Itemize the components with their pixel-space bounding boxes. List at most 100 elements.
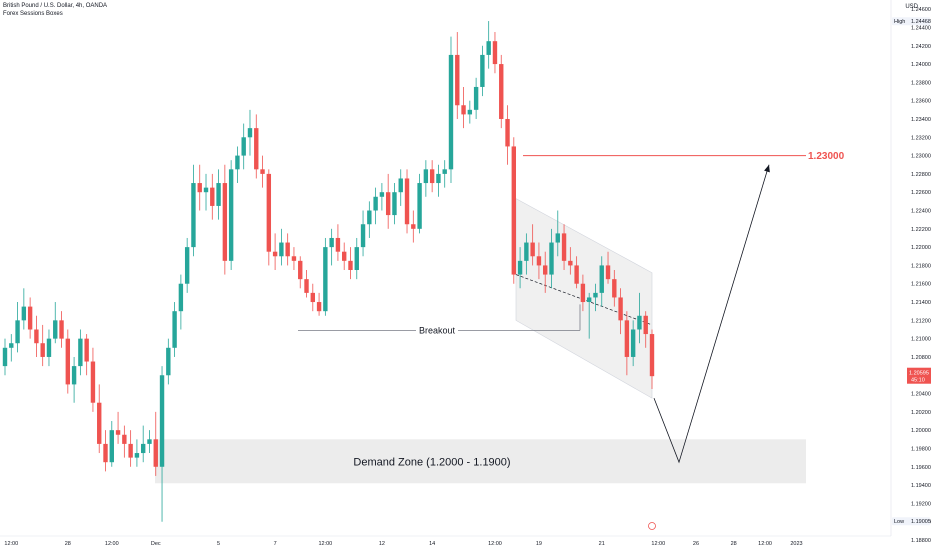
candle-body — [530, 242, 535, 257]
candle-body — [461, 105, 466, 115]
candle-body — [254, 128, 259, 170]
high-value: 1.24468 — [911, 19, 931, 25]
candle-body — [291, 256, 297, 261]
candle-body — [115, 430, 121, 435]
candle-body — [21, 306, 27, 321]
current-price-value: 1.20595 — [909, 371, 929, 377]
x-tick-label: 28 — [65, 541, 71, 547]
y-tick-label: 1.21200 — [911, 318, 931, 324]
candle-body — [417, 183, 422, 229]
y-tick-label: 1.19200 — [911, 501, 931, 507]
x-tick-label: 12:00 — [651, 541, 665, 547]
x-tick-label: 14 — [429, 541, 435, 547]
arrow-head-icon — [764, 164, 770, 173]
candle-body — [228, 169, 234, 261]
demand-zone-box[interactable] — [155, 439, 806, 484]
x-tick-label: Dec — [151, 541, 161, 547]
y-tick-label: 1.21000 — [911, 337, 931, 343]
x-tick-label: 12 — [379, 541, 385, 547]
candle-body — [166, 347, 171, 376]
x-tick-label: 12:00 — [758, 541, 772, 547]
y-tick-label: 1.21800 — [911, 263, 931, 269]
candle-body — [172, 311, 177, 348]
y-tick-label: 1.20400 — [911, 392, 931, 398]
candle-body — [191, 183, 196, 248]
candle-body — [90, 361, 96, 403]
high-label: High — [894, 19, 905, 25]
y-tick-label: 1.23000 — [911, 154, 931, 160]
candle-body — [109, 430, 114, 463]
y-tick-label: 1.23400 — [911, 117, 931, 123]
y-tick-label: 1.22000 — [911, 245, 931, 251]
candle-body — [9, 343, 14, 348]
candle-body — [637, 315, 642, 330]
candle-body — [505, 118, 510, 147]
candle-body — [593, 292, 598, 298]
candle-body — [2, 347, 8, 367]
candle-body — [298, 260, 303, 280]
candle-body — [649, 334, 655, 377]
candle-body — [561, 233, 567, 261]
candle-body — [134, 453, 140, 458]
candle-body — [65, 338, 71, 385]
y-tick-label: 1.21400 — [911, 300, 931, 306]
y-tick-label: 1.19800 — [911, 446, 931, 452]
symbol-title[interactable]: British Pound / U.S. Dollar, 4h, OANDA — [3, 3, 108, 9]
y-tick-label: 1.22800 — [911, 172, 931, 178]
price-axis[interactable]: 1.24600 1.24400 1.24200 1.24000 1.23800 1.236… — [890, 0, 931, 544]
candle-body — [78, 338, 83, 367]
candle-body — [46, 338, 52, 357]
candle-body — [555, 233, 560, 243]
candle-body — [304, 279, 309, 293]
candle-body — [216, 183, 221, 206]
x-tick-label: 2023 — [790, 541, 802, 547]
candle-body — [27, 306, 33, 330]
candle-body — [184, 247, 190, 284]
candle-body — [524, 242, 529, 261]
candle-body — [543, 265, 548, 275]
candle-body — [492, 41, 498, 65]
candle-body — [348, 260, 353, 270]
event-marker[interactable] — [648, 522, 656, 530]
candle-body — [442, 169, 447, 174]
candle-body — [122, 434, 127, 444]
indicator-name[interactable]: Forex Sessions Boxes — [3, 10, 63, 17]
candle-body — [266, 173, 272, 252]
candle-body — [197, 183, 202, 193]
candle-body — [473, 86, 479, 110]
candle-body — [329, 237, 334, 248]
candle-body — [586, 297, 592, 303]
candle-body — [517, 260, 523, 275]
y-tick-label: 1.24000 — [911, 62, 931, 68]
candle-body — [373, 196, 378, 211]
candle-body — [549, 242, 554, 275]
candle-body — [404, 178, 410, 225]
candle-body — [159, 375, 165, 467]
candle-body — [140, 443, 146, 454]
candle-body — [285, 242, 290, 257]
projection-arrow[interactable] — [653, 164, 770, 464]
high-badge — [892, 17, 930, 26]
time-axis[interactable]: 12:00 28 12:00 Dec 5 7 12:00 12 14 12:00 19 21 12:00… — [0, 535, 891, 547]
y-tick-label: 1.20800 — [911, 355, 931, 361]
x-tick-label: 12:00 — [318, 541, 332, 547]
candle-body — [342, 251, 347, 261]
y-tick-label: 1.18800 — [911, 538, 931, 544]
y-tick-label: 1.20200 — [911, 410, 931, 416]
chart-title-block: British Pound / U.S. Dollar, 4h, OANDA F… — [3, 3, 107, 19]
candle-body — [618, 297, 623, 321]
y-tick-label: 1.19400 — [911, 483, 931, 489]
candle-body — [580, 283, 586, 303]
candle-body — [448, 54, 454, 170]
candle-body — [34, 329, 39, 344]
y-tick-label: 1.19600 — [911, 465, 931, 471]
candle-body — [360, 224, 366, 248]
breakout-label-bg — [416, 324, 458, 337]
candle-body — [411, 224, 416, 229]
candle-body — [536, 256, 542, 266]
candle-body — [241, 137, 246, 156]
candle-body — [272, 251, 278, 257]
candle-body — [379, 192, 385, 197]
event-flag-icon[interactable] — [648, 522, 656, 530]
